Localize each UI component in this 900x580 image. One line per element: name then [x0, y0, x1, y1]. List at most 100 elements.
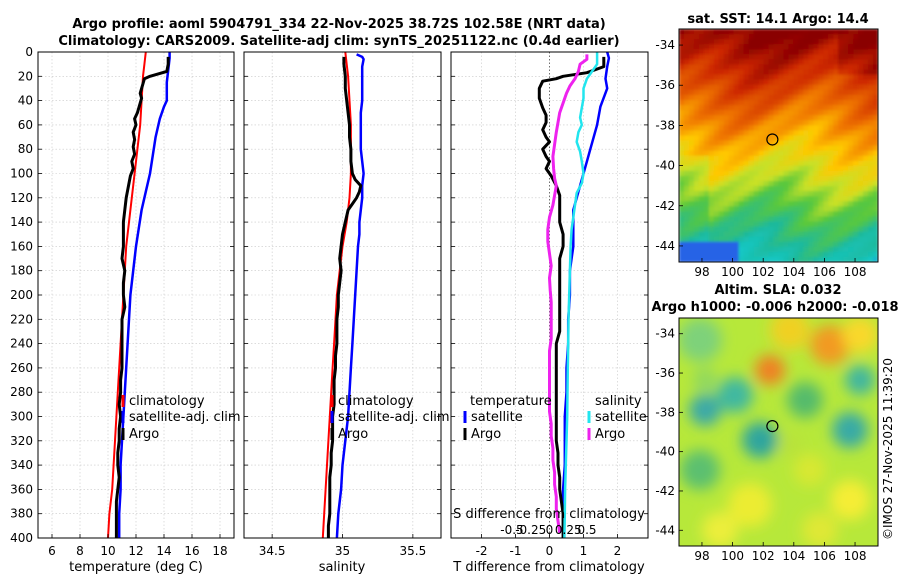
sst-cell	[848, 115, 854, 121]
depth-tick-label: 120	[10, 191, 33, 205]
sst-cell	[828, 155, 834, 162]
sst-cell	[798, 39, 804, 45]
sst-cell	[748, 251, 755, 258]
sst-cell	[698, 49, 705, 55]
sst-cell	[848, 74, 854, 81]
sst-cell	[788, 211, 794, 217]
sst-cell	[818, 94, 824, 101]
sst-cell	[848, 150, 854, 157]
sst-cell	[863, 110, 869, 116]
sst-cell	[778, 29, 784, 35]
sst-cell	[713, 241, 720, 248]
sst-cell	[873, 231, 878, 238]
sst-cell	[873, 211, 878, 217]
sst-cell	[793, 49, 799, 55]
sst-cell	[708, 241, 715, 248]
sst-cell	[803, 140, 809, 146]
depth-tick-label: 0	[25, 45, 33, 59]
sst-cell	[863, 231, 869, 238]
sst-cell	[793, 191, 799, 197]
sst-cell	[698, 140, 705, 146]
sst-cell	[858, 54, 864, 60]
sst-cell	[778, 216, 784, 222]
sst-cell	[758, 59, 764, 65]
sst-cell	[813, 44, 819, 50]
sst-cell	[703, 196, 710, 202]
sst-cell	[868, 84, 874, 91]
sst-cell	[778, 84, 784, 91]
sst-cell	[713, 231, 720, 238]
x-tick-label: 14	[156, 544, 171, 558]
sst-cell	[743, 246, 750, 253]
sst-cell	[798, 175, 804, 182]
sst-cell	[843, 39, 849, 45]
sst-cell	[828, 180, 834, 187]
difference-panel: -2 -1 0 1 2 -0.5-0.25 0 0.250.5 S difference f…	[450, 51, 649, 575]
sst-cell	[753, 110, 760, 116]
sst-cell	[728, 211, 735, 217]
sst-cell	[728, 196, 735, 202]
sst-cell	[823, 211, 829, 217]
sst-cell	[833, 34, 839, 40]
sst-cell	[738, 140, 745, 146]
sst-cell	[853, 201, 859, 207]
sst-cell	[818, 196, 824, 202]
sst-cell	[743, 34, 750, 40]
sst-cell	[823, 79, 829, 86]
map-lat-tick-label: -40	[655, 159, 675, 173]
sst-cell	[833, 211, 839, 217]
sst-cell	[693, 44, 700, 50]
sst-cell	[873, 110, 878, 116]
sst-cell	[728, 155, 735, 162]
sst-cell	[693, 115, 700, 121]
sst-cell	[693, 236, 700, 243]
sst-cell	[798, 64, 804, 70]
sst-cell	[868, 145, 874, 151]
sst-cell	[733, 74, 740, 81]
sst-cell	[743, 241, 750, 248]
sst-cell	[833, 246, 839, 253]
sst-cell	[798, 236, 804, 243]
sst-cell	[688, 120, 695, 126]
sst-cell	[838, 44, 844, 50]
sst-cell	[723, 256, 730, 262]
sst-cell	[703, 125, 710, 131]
sst-cell	[778, 74, 784, 81]
sst-cell	[848, 39, 854, 45]
sst-cell	[703, 175, 710, 182]
temperature-series	[107, 52, 171, 538]
sst-cell	[733, 64, 740, 70]
sst-cell	[848, 241, 854, 248]
sst-cell	[728, 79, 735, 86]
sst-cell	[688, 165, 695, 172]
sst-cell	[783, 84, 789, 91]
sst-cell	[853, 186, 859, 192]
sst-cell	[688, 99, 695, 106]
sst-cell	[858, 236, 864, 243]
sst-cell	[863, 39, 869, 45]
sst-cell	[713, 251, 720, 258]
sst-cell	[788, 49, 794, 55]
sst-cell	[863, 89, 869, 96]
sst-cell	[853, 175, 859, 182]
sst-cell	[773, 99, 779, 106]
sst-cell	[728, 39, 735, 45]
sst-cell	[763, 99, 769, 106]
sst-cell	[858, 69, 864, 75]
series-line-satellite-adj-clim	[335, 53, 365, 538]
sst-cell	[803, 34, 809, 40]
map-lon-tick-label: 102	[752, 265, 775, 279]
sst-cell	[833, 135, 839, 141]
sst-cell	[788, 236, 794, 243]
sst-cell	[783, 155, 789, 162]
sst-cell	[748, 64, 755, 70]
sst-cell	[793, 251, 799, 258]
sst-cell	[808, 115, 814, 121]
sst-cell	[693, 150, 700, 157]
sst-cell	[679, 54, 685, 60]
sst-cell	[808, 64, 814, 70]
sst-cell	[753, 226, 760, 233]
sst-cell	[813, 34, 819, 40]
t-difference-xlabel: T difference from climatology	[452, 560, 645, 575]
sst-cell	[718, 186, 725, 192]
